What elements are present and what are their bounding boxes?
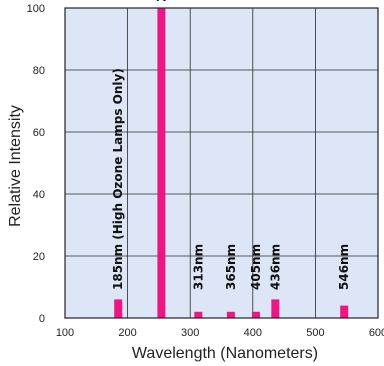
x-tick-label: 400 [244,327,262,339]
bar-546nm [340,305,349,318]
bar-label: 546nm [337,244,351,290]
bar-label: 365nm [224,244,238,290]
y-tick-label: 100 [27,3,45,15]
y-axis-title: Relative Intensity [7,105,24,227]
bar-label: 436nm [268,244,282,290]
bar-405nm [251,311,260,318]
y-tick-label: 0 [39,313,45,325]
x-tick-label: 100 [56,327,74,339]
y-tick-label: 20 [33,251,45,263]
x-tick-label: 200 [118,327,136,339]
y-tick-label: 60 [33,127,45,139]
x-tick-label: 600 [369,327,384,339]
bar-185nm [114,299,123,318]
plot-frame [64,7,379,319]
bar-label: 313nm [191,244,205,290]
bar-254nm [157,8,166,318]
y-tick-label: 40 [33,189,45,201]
bar-label: 405nm [249,244,263,290]
x-tick-label: 500 [306,327,324,339]
x-axis-title: Wavelength (Nanometers) [132,345,318,362]
bar-313nm [194,311,203,318]
bar-365nm [226,311,235,318]
x-tick-label: 300 [181,327,199,339]
bar-label: 254 nm [154,0,168,2]
bar-436nm [271,299,280,318]
bar-label: 185nm (High Ozone Lamps Only) [111,68,125,290]
y-tick-label: 80 [33,65,45,77]
plot-area [65,8,378,318]
